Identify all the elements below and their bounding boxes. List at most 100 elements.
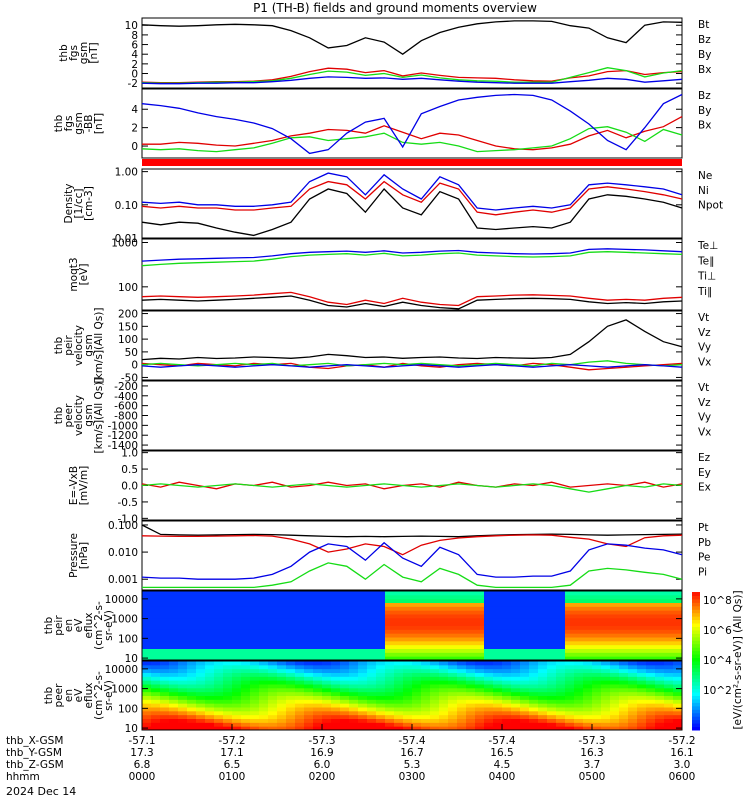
heatmap-cell <box>673 598 683 603</box>
heatmap-cell <box>583 633 593 638</box>
heatmap-cell <box>565 637 575 642</box>
heatmap-cell <box>160 610 170 615</box>
heatmap-cell <box>412 594 422 600</box>
heatmap-cell <box>286 672 296 677</box>
heatmap-cell <box>565 668 575 673</box>
heatmap-cell <box>673 606 683 611</box>
heatmap-cell <box>214 606 224 611</box>
heatmap-cell <box>322 602 332 607</box>
heatmap-cell <box>601 591 611 596</box>
heatmap-cell <box>421 707 431 712</box>
heatmap-cell <box>286 722 296 727</box>
heatmap-cell <box>367 629 377 634</box>
heatmap-cell <box>142 652 152 657</box>
heatmap-cell <box>538 661 548 666</box>
heatmap-cell <box>295 710 305 716</box>
heatmap-cell <box>277 652 287 657</box>
heatmap-cell <box>601 652 611 657</box>
heatmap-cell <box>223 661 233 666</box>
heatmap-cell <box>187 668 197 673</box>
heatmap-cell <box>403 656 413 661</box>
heatmap-cell <box>574 680 584 685</box>
heatmap-cell <box>286 668 296 673</box>
heatmap-cell <box>403 648 413 653</box>
legend-By: By <box>698 105 711 117</box>
heatmap-cell <box>412 652 422 657</box>
heatmap-cell <box>628 707 638 712</box>
heatmap-cell <box>349 687 359 693</box>
heatmap-cell <box>268 656 278 661</box>
heatmap-cell <box>547 672 557 677</box>
colorbar-cell <box>692 702 700 707</box>
heatmap-cell <box>601 606 611 611</box>
heatmap-cell <box>655 714 665 719</box>
heatmap-cell <box>232 707 242 712</box>
heatmap-cell <box>376 687 386 693</box>
heatmap-cell <box>322 629 332 634</box>
heatmap-cell <box>484 621 494 626</box>
heatmap-cell <box>430 591 440 596</box>
heatmap-cell <box>214 664 224 670</box>
heatmap-cell <box>412 664 422 670</box>
heatmap-cell <box>619 614 629 619</box>
heatmap-cell <box>520 726 530 731</box>
heatmap-cell <box>583 614 593 619</box>
heatmap-cell <box>547 602 557 607</box>
heatmap-cell <box>385 676 395 681</box>
heatmap-cell <box>241 718 251 723</box>
heatmap-cell <box>664 648 674 653</box>
heatmap-cell <box>646 602 656 607</box>
y-tick-label: 0 <box>131 141 138 153</box>
heatmap-cell <box>529 602 539 607</box>
heatmap-cell <box>529 664 539 670</box>
heatmap-cell <box>286 718 296 723</box>
heatmap-cell <box>412 676 422 681</box>
heatmap-cell <box>547 699 557 704</box>
heatmap-cell <box>286 664 296 670</box>
heatmap-cell <box>538 680 548 685</box>
heatmap-cell <box>574 602 584 607</box>
heatmap-cell <box>160 664 170 670</box>
heatmap-cell <box>619 718 629 723</box>
heatmap-cell <box>160 644 170 649</box>
heatmap-cell <box>475 695 485 700</box>
heatmap-cell <box>295 687 305 693</box>
heatmap-cell <box>223 629 233 634</box>
heatmap-cell <box>466 629 476 634</box>
heatmap-cell <box>214 661 224 666</box>
heatmap-cell <box>322 672 332 677</box>
heatmap-cell <box>493 617 503 623</box>
heatmap-cell <box>520 648 530 653</box>
heatmap-cell <box>322 652 332 657</box>
heatmap-cell <box>358 617 368 623</box>
heatmap-cell <box>385 610 395 615</box>
heatmap-cell <box>268 687 278 693</box>
heatmap-cell <box>223 633 233 638</box>
heatmap-cell <box>349 648 359 653</box>
heatmap-cell <box>592 617 602 623</box>
heatmap-cell <box>331 633 341 638</box>
heatmap-cell <box>178 637 188 642</box>
heatmap-cell <box>403 672 413 677</box>
heatmap-cell <box>403 644 413 649</box>
heatmap-cell <box>322 714 332 719</box>
heatmap-cell <box>169 722 179 727</box>
heatmap-cell <box>394 621 404 626</box>
heatmap-cell <box>484 640 494 646</box>
heatmap-cell <box>484 598 494 603</box>
heatmap-cell <box>286 699 296 704</box>
heatmap-cell <box>169 703 179 708</box>
heatmap-cell <box>412 726 422 731</box>
heatmap-cell <box>313 648 323 653</box>
heatmap-cell <box>205 648 215 653</box>
heatmap-cell <box>232 637 242 642</box>
heatmap-cell <box>223 614 233 619</box>
heatmap-cell <box>430 637 440 642</box>
heatmap-cell <box>502 625 512 630</box>
heatmap-cell <box>556 598 566 603</box>
heatmap-cell <box>628 656 638 661</box>
heatmap-cell <box>601 707 611 712</box>
heatmap-cell <box>259 703 269 708</box>
heatmap-cell <box>439 714 449 719</box>
heatmap-cell <box>601 617 611 623</box>
